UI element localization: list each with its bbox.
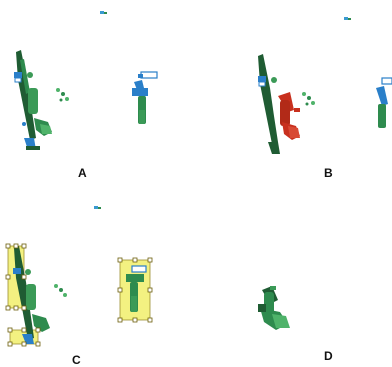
panel-b-scan: [258, 17, 392, 154]
panel-label-b: B: [324, 166, 333, 180]
scattered-fragments: [54, 284, 67, 297]
panel-d-scan: [258, 286, 290, 330]
pistol-object: [132, 71, 158, 124]
small-fragment-top: [94, 206, 101, 209]
scattered-fragments: [302, 92, 315, 106]
pistol-object: [126, 265, 147, 312]
panel-d: D: [196, 182, 392, 365]
pistol-object-cropped: [376, 77, 392, 128]
panel-label-a: A: [78, 166, 87, 180]
panel-label-c: C: [72, 353, 81, 367]
selection-handles: [5, 243, 153, 347]
panel-c-scan: [5, 206, 153, 347]
panel-label-d: D: [324, 349, 333, 363]
rifle-object: [258, 54, 280, 154]
small-fragment-top: [344, 17, 351, 20]
scattered-fragments: [56, 88, 69, 102]
panel-a-scan: [14, 11, 158, 150]
panel-b: B: [196, 0, 392, 182]
panel-a: A: [0, 0, 196, 182]
small-fragment-top: [100, 11, 107, 14]
isolated-pistol: [258, 286, 290, 330]
rifle-object: [14, 50, 52, 150]
rifle-object: [13, 246, 50, 344]
panel-c: C: [0, 182, 196, 367]
highlighted-pistol: [278, 92, 300, 140]
